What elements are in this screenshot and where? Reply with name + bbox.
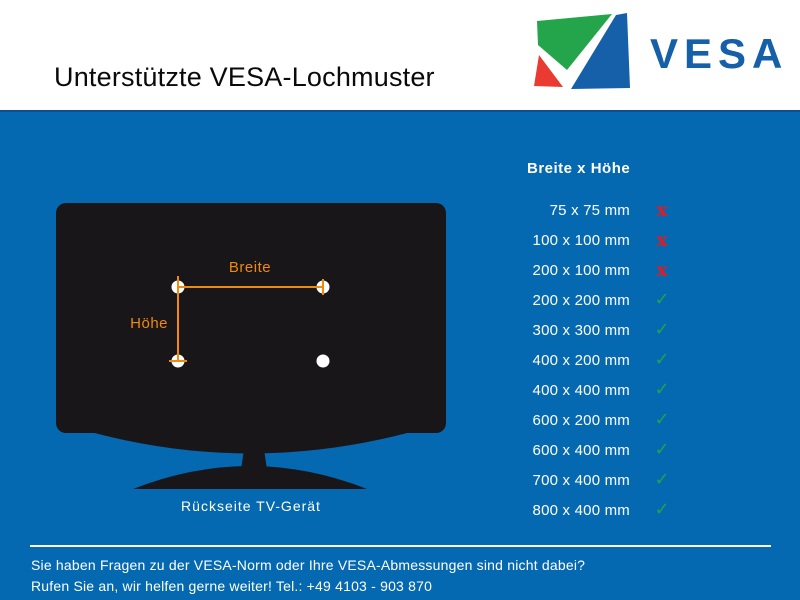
tv-silhouette [56, 203, 446, 489]
tv-caption: Rückseite TV-Gerät [181, 498, 321, 514]
table-row: 200 x 200 mm ✓ [500, 285, 700, 315]
table-row: 400 x 400 mm ✓ [500, 375, 700, 405]
vesa-size-table-rows: 75 x 75 mm x 100 x 100 mm x 200 x 100 mm… [500, 195, 700, 525]
vesa-logo-wordmark: VESA [650, 30, 789, 77]
mounting-hole-bottom-right [316, 354, 330, 368]
check-icon: ✓ [654, 379, 670, 400]
size-label: 700 x 400 mm [532, 471, 630, 489]
check-icon: ✓ [654, 409, 670, 430]
header-bar: Unterstützte VESA-Lochmuster VESA [0, 0, 800, 112]
size-label: 300 x 300 mm [532, 321, 630, 339]
table-row: 75 x 75 mm x [500, 195, 700, 225]
check-icon: ✓ [654, 289, 670, 310]
footer-phone-text: Rufen Sie an, wir helfen gerne weiter! T… [31, 578, 433, 594]
size-label: 200 x 100 mm [532, 261, 630, 279]
size-label: 200 x 200 mm [532, 291, 630, 309]
size-label: 100 x 100 mm [532, 231, 630, 249]
check-icon: ✓ [654, 439, 670, 460]
table-row: 600 x 200 mm ✓ [500, 405, 700, 435]
size-label: 800 x 400 mm [532, 501, 630, 519]
mounting-holes [171, 280, 330, 368]
dimension-lines [169, 276, 324, 362]
footer-question-text: Sie haben Fragen zu der VESA-Norm oder I… [31, 557, 586, 573]
check-icon: ✓ [654, 499, 670, 520]
vesa-logo-icon [534, 13, 630, 89]
table-row: 400 x 200 mm ✓ [500, 345, 700, 375]
tv-diagram [56, 203, 446, 489]
table-row: 200 x 100 mm x [500, 255, 700, 285]
page-title: Unterstützte VESA-Lochmuster [54, 62, 435, 92]
check-icon: ✓ [654, 469, 670, 490]
check-icon: ✓ [654, 319, 670, 340]
cross-icon: x [656, 228, 668, 251]
size-label: 75 x 75 mm [549, 201, 630, 219]
cross-icon: x [656, 198, 668, 221]
size-label: 600 x 400 mm [532, 441, 630, 459]
size-table-header: Breite x Höhe [527, 160, 631, 177]
size-label: 400 x 400 mm [532, 381, 630, 399]
height-dimension-label: Höhe [130, 315, 168, 332]
check-icon: ✓ [654, 349, 670, 370]
table-row: 100 x 100 mm x [500, 225, 700, 255]
table-row: 800 x 400 mm ✓ [500, 495, 700, 525]
table-row: 600 x 400 mm ✓ [500, 435, 700, 465]
table-row: 700 x 400 mm ✓ [500, 465, 700, 495]
size-label: 600 x 200 mm [532, 411, 630, 429]
footer-divider [30, 545, 771, 547]
width-dimension-label: Breite [228, 259, 272, 276]
cross-icon: x [656, 258, 668, 281]
table-row: 300 x 300 mm ✓ [500, 315, 700, 345]
size-label: 400 x 200 mm [532, 351, 630, 369]
